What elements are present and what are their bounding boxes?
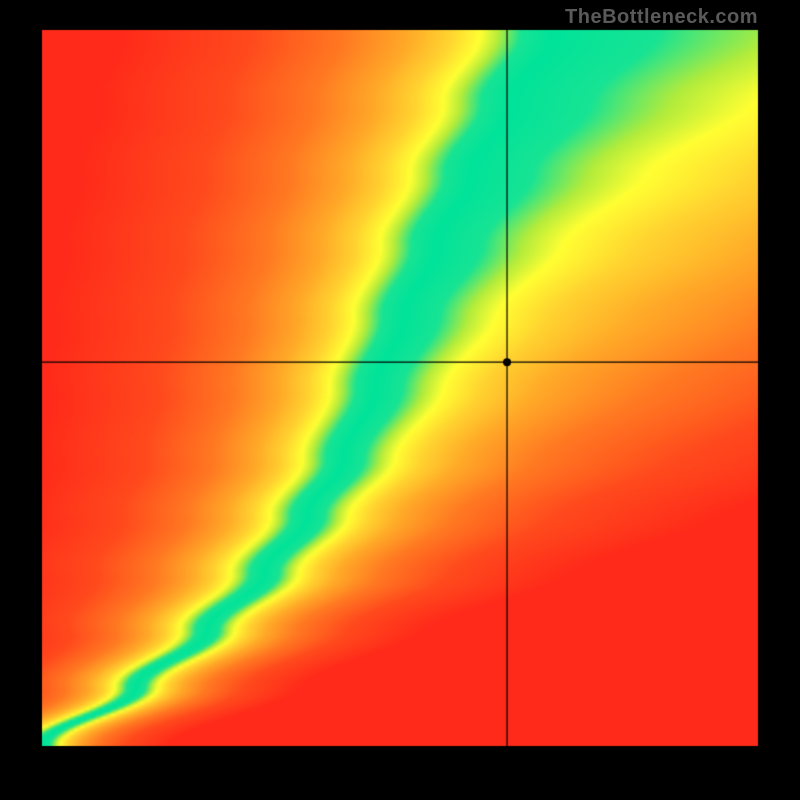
watermark-text: TheBottleneck.com (565, 6, 758, 29)
stage: TheBottleneck.com (0, 0, 800, 800)
bottleneck-heatmap (0, 0, 800, 800)
